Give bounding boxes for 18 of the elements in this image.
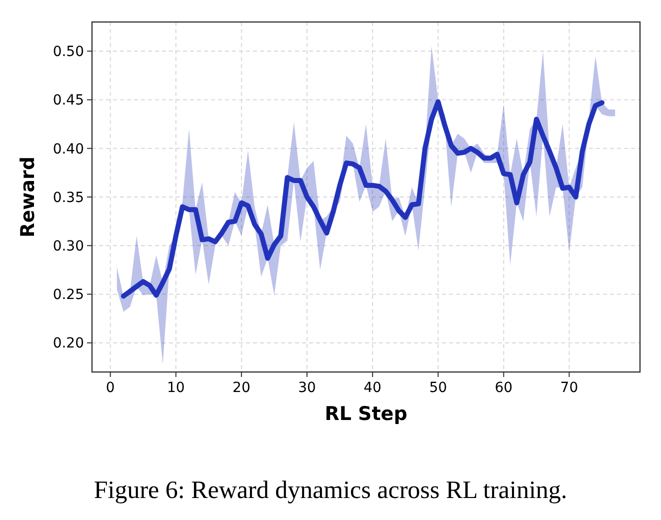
x-tick-label: 60	[494, 380, 513, 396]
x-tick-label: 50	[429, 380, 448, 396]
y-tick-label: 0.35	[52, 190, 84, 206]
x-tick-label: 30	[298, 380, 316, 396]
y-tick-label: 0.50	[52, 44, 84, 60]
y-axis-title: Reward	[17, 156, 39, 238]
y-tick-label: 0.45	[52, 92, 84, 109]
x-tick-label: 20	[232, 380, 250, 396]
x-tick-label: 10	[166, 380, 185, 396]
x-tick-label: 70	[560, 380, 578, 396]
y-tick-label: 0.40	[52, 141, 84, 158]
x-tick-label: 40	[364, 380, 382, 396]
x-axis-title: RL Step	[324, 403, 408, 425]
y-tick-label: 0.20	[52, 336, 84, 352]
y-tick-label: 0.25	[52, 287, 84, 304]
x-tick-label: 0	[106, 380, 115, 396]
caption: Figure 6: Reward dynamics across RL training.	[94, 477, 568, 504]
y-tick-label: 0.30	[52, 238, 84, 255]
